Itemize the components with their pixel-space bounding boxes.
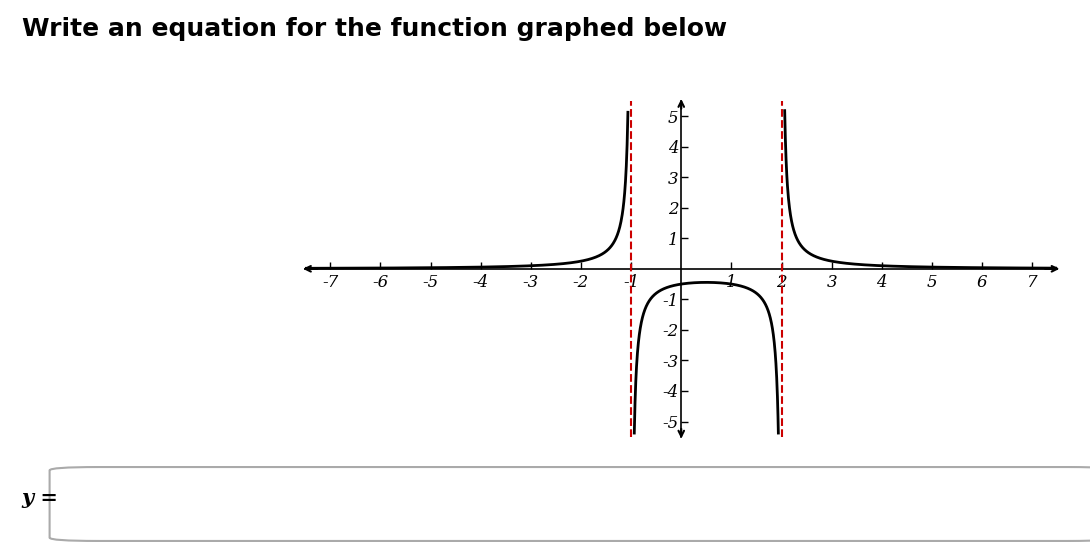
FancyBboxPatch shape <box>49 467 1090 541</box>
Text: Write an equation for the function graphed below: Write an equation for the function graph… <box>22 17 727 41</box>
Text: y =: y = <box>22 488 59 508</box>
